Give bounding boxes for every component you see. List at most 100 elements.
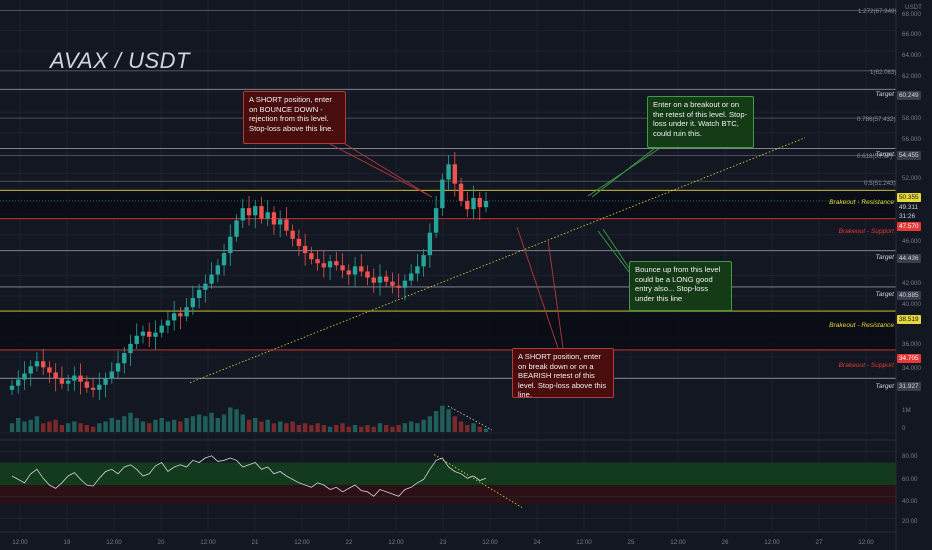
- x-tick: 22: [345, 539, 353, 546]
- annotation-long-breakout[interactable]: Enter on a breakout or on the retest of …: [647, 96, 754, 148]
- y-tick: 62.000: [902, 73, 921, 80]
- candle-body: [483, 201, 489, 208]
- x-tick: 12:00: [482, 539, 498, 546]
- volume-bar: [321, 425, 327, 432]
- candle-body: [284, 219, 289, 231]
- volume-bar: [377, 423, 383, 432]
- volume-bar: [271, 423, 277, 432]
- candle-body: [408, 273, 414, 281]
- candle-body: [334, 261, 339, 266]
- candle-body: [377, 276, 383, 283]
- annotation-connector: [602, 228, 630, 269]
- rsi-tick: 80.00: [902, 453, 918, 460]
- y-tick: 46.000: [902, 238, 921, 245]
- volume-bar: [415, 423, 420, 432]
- fib-label: 0.786(57.432): [857, 116, 896, 123]
- x-tick: 23: [439, 539, 447, 546]
- y-tick: 68.000: [902, 11, 921, 18]
- y-tick: 66.000: [902, 31, 921, 38]
- x-tick: 12:00: [200, 539, 216, 546]
- volume-bar: [265, 419, 270, 432]
- price-tag-timer: 31:26: [897, 212, 917, 221]
- candle-body: [440, 179, 445, 209]
- volume-bar: [22, 421, 27, 432]
- annotation-short-bottom[interactable]: A SHORT position, enter on break down or…: [512, 348, 614, 399]
- volume-bar: [84, 425, 90, 432]
- x-tick: 25: [627, 539, 635, 546]
- level-label-target: Target: [875, 91, 894, 98]
- candle-body: [259, 206, 264, 219]
- volume-bar: [147, 423, 152, 432]
- rsi-line: [11, 455, 487, 497]
- volume-bar: [359, 426, 364, 432]
- volume-bar: [234, 409, 239, 432]
- volume-bar: [390, 426, 395, 432]
- rsi-tick: 60.00: [902, 476, 918, 483]
- level-label-target: Target: [875, 254, 894, 261]
- candle-body: [352, 266, 358, 275]
- candle-body: [471, 197, 476, 210]
- volume-bar: [421, 419, 426, 432]
- candle-body: [290, 230, 295, 239]
- level-label-support: Brakeout - Support: [838, 362, 894, 369]
- volume-bar: [72, 421, 77, 432]
- candle-body: [34, 361, 40, 367]
- candle-body: [321, 263, 327, 268]
- volume-bar: [178, 421, 183, 432]
- volume-bar: [53, 419, 58, 432]
- candle-body: [384, 276, 389, 282]
- candle-body: [359, 266, 364, 272]
- y-tick: 64.000: [902, 52, 921, 59]
- x-tick: 19: [63, 539, 71, 546]
- level-label-support: Brakeout - Support: [838, 228, 894, 235]
- y-tick: 40.000: [902, 301, 921, 308]
- volume-bar: [240, 414, 245, 432]
- x-tick: 26: [721, 539, 729, 546]
- candle-body: [122, 353, 127, 364]
- price-tag-resistance: 50.355: [897, 193, 921, 202]
- volume-bar: [352, 425, 358, 432]
- candle-body: [171, 313, 177, 321]
- candle-body: [340, 265, 345, 271]
- candle-body: [203, 283, 208, 290]
- volume-bar: [296, 425, 302, 432]
- volume-bar: [140, 421, 146, 432]
- annotation-connector: [547, 239, 564, 349]
- annotation-connector: [329, 143, 433, 198]
- y-tick: 34.000: [902, 365, 921, 372]
- volume-bar: [134, 418, 139, 432]
- candle-body: [427, 232, 433, 256]
- candle-body: [296, 238, 302, 246]
- volume-bar: [184, 418, 189, 432]
- x-tick: 12:00: [294, 539, 310, 546]
- price-tag-support: 47.570: [897, 222, 921, 231]
- candle-body: [16, 379, 21, 386]
- candle-body: [452, 164, 457, 184]
- volume-bar: [171, 419, 177, 432]
- price-tag: 31.927: [897, 382, 921, 391]
- volume-bar: [408, 421, 414, 432]
- annotation-short-top[interactable]: A SHORT position, enter on BOUNCE DOWN -…: [243, 91, 346, 144]
- y-tick: 56.000: [902, 136, 921, 143]
- x-tick: 12:00: [388, 539, 404, 546]
- candle-body: [415, 266, 420, 274]
- y-tick: 58.000: [902, 115, 921, 122]
- volume-bar: [433, 411, 439, 432]
- volume-bar: [384, 425, 389, 432]
- volume-bar: [109, 418, 114, 432]
- level-zone: [0, 311, 896, 350]
- volume-bar: [34, 416, 40, 432]
- level-label-target: Target: [875, 383, 894, 390]
- price-tag-resistance: 38.519: [897, 315, 921, 324]
- volume-bar: [228, 407, 233, 432]
- volume-bar: [346, 426, 351, 432]
- candle-body: [159, 325, 164, 333]
- volume-bar: [284, 423, 289, 432]
- volume-bar: [446, 409, 451, 432]
- candle-body: [327, 261, 333, 268]
- volume-bar: [452, 416, 457, 432]
- price-tag: 40.885: [897, 291, 921, 300]
- volume-bar: [59, 425, 65, 432]
- annotation-bounce-long[interactable]: Bounce up from this level could be a LON…: [629, 261, 732, 311]
